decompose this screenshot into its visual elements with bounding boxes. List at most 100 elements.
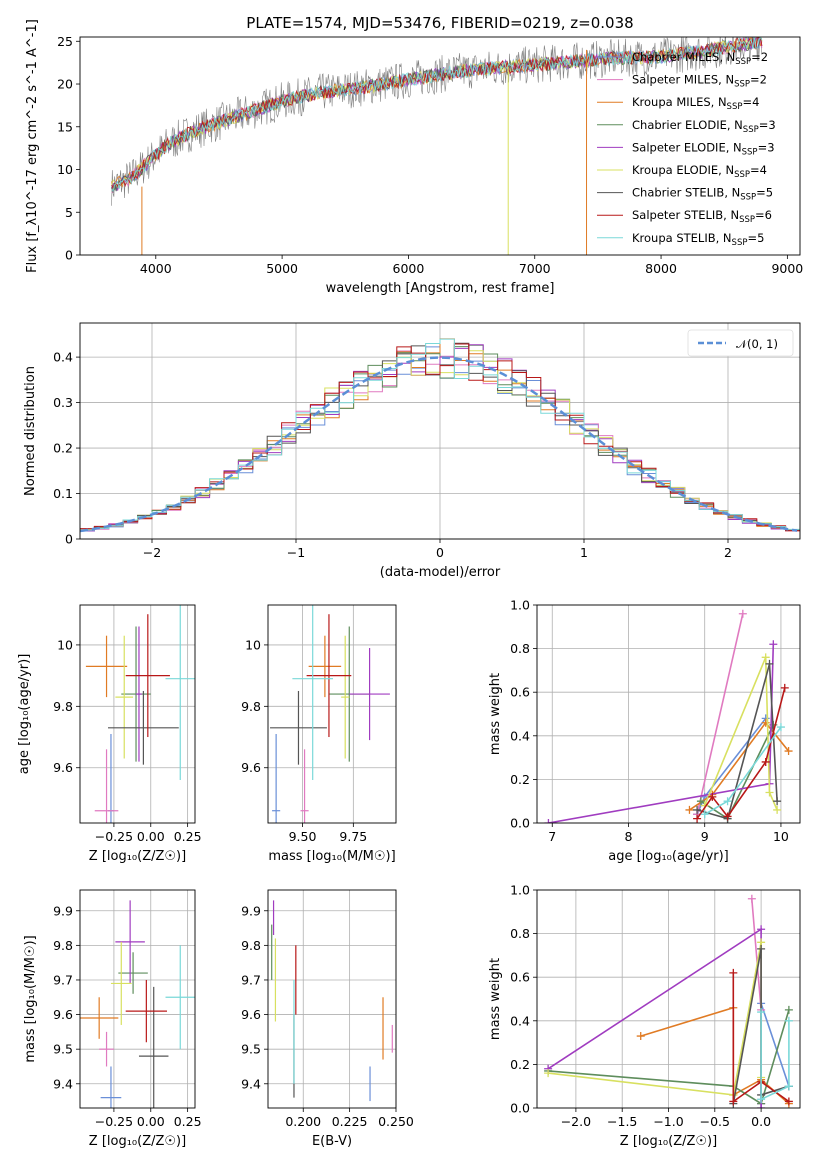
y-tick-label: 0.4 xyxy=(510,1013,530,1028)
axes-mass-vs-Z: −0.25 0.00 0.25 9.4 9.5 9.6 9.7 9.8 9.9 Z [log₁₀(… xyxy=(23,889,202,1149)
weight-marker xyxy=(765,788,774,797)
weight-marker xyxy=(784,747,793,756)
legend-entry: Chabrier STELIB, NSSP=5 xyxy=(632,186,773,203)
y-tick-label: 5 xyxy=(65,205,73,220)
y-axis-label: mass weight xyxy=(488,958,503,1040)
weight-marker xyxy=(761,653,770,662)
x-tick-label: 9000 xyxy=(771,261,803,276)
y-tick-label: 0.0 xyxy=(510,1101,530,1116)
weight-marker xyxy=(544,1069,553,1078)
weight-marker xyxy=(761,718,770,727)
x-axis-label: mass [log₁₀(M/M☉)] xyxy=(268,849,395,864)
x-axis-label: Z [log₁₀(Z/Z☉)] xyxy=(89,1134,186,1149)
weight-marker xyxy=(780,683,789,692)
y-tick-label: 25 xyxy=(57,34,73,49)
x-axis-label: Z [log₁₀(Z/Z☉)] xyxy=(89,849,186,864)
x-tick-label: 0.0 xyxy=(751,1114,771,1129)
axes-frame xyxy=(267,889,397,1109)
weight-marker xyxy=(757,925,766,934)
axes-massweight-vs-age: 7 8 9 10 0.0 0.2 0.4 0.6 0.8 1.0 age [log₁₀(age/yr… xyxy=(488,598,801,864)
weight-marker xyxy=(757,1008,766,1017)
axes-mass-vs-EBV: 0.200 0.225 0.250 9.4 9.5 9.6 9.7 9.8 9.9 E(B-V) xyxy=(241,889,414,1149)
model-spectrum-7 xyxy=(111,37,763,189)
x-tick-label: 0.00 xyxy=(137,1114,165,1129)
y-tick-label: 0.2 xyxy=(510,772,530,787)
errorbar-point xyxy=(110,941,132,1025)
plot-area xyxy=(271,900,393,1102)
y-tick-label: 9.6 xyxy=(53,1007,73,1022)
errorbar-point xyxy=(300,749,309,823)
weight-line-7 xyxy=(732,972,790,1104)
axes-frame xyxy=(536,604,801,824)
y-tick-label: 9.9 xyxy=(53,903,73,918)
y-tick-label: 9.8 xyxy=(53,699,73,714)
weight-marker xyxy=(693,805,702,814)
y-tick-label: 0.0 xyxy=(510,816,530,831)
x-axis-label: wavelength [Angstrom, rest frame] xyxy=(326,281,555,296)
x-axis-label: Z [log₁₀(Z/Z☉)] xyxy=(620,1134,717,1149)
errorbar-point xyxy=(292,605,334,781)
weight-line-1 xyxy=(696,613,744,815)
weight-marker xyxy=(708,792,717,801)
weight-marker xyxy=(693,814,702,823)
observed-spectrum xyxy=(111,37,763,206)
legend-entry: Chabrier MILES, NSSP=2 xyxy=(632,50,768,67)
errorbar-point xyxy=(138,986,169,1108)
x-tick-label: 0.00 xyxy=(137,829,165,844)
y-axis-label: age [log₁₀(age/yr)] xyxy=(17,654,32,775)
weight-line-4 xyxy=(547,927,762,1108)
errorbar-point xyxy=(270,690,327,765)
weight-marker xyxy=(685,805,694,814)
histogram-7 xyxy=(80,343,800,531)
errorbar-point xyxy=(99,1031,114,1067)
plot-area xyxy=(80,900,195,1108)
x-axis-label: E(B-V) xyxy=(312,1134,352,1149)
legend-entry: Salpeter STELIB, NSSP=6 xyxy=(632,208,772,225)
y-tick-label: 9.7 xyxy=(241,972,261,987)
plot-area xyxy=(85,605,195,823)
weight-marker xyxy=(776,723,785,732)
errorbar-point xyxy=(136,626,142,762)
x-tick-label: −0.25 xyxy=(95,829,133,844)
y-tick-label: 0.1 xyxy=(53,486,73,501)
errorbar-point xyxy=(349,647,390,741)
x-tick-label: −2.0 xyxy=(561,1114,591,1129)
y-axis-label: Normed distribution xyxy=(23,366,38,496)
errorbar-point xyxy=(85,635,128,698)
legend-entry: Kroupa ELODIE, NSSP=4 xyxy=(632,163,767,180)
legend: Chabrier MILES, NSSP=2 Salpeter MILES, NS… xyxy=(597,50,776,248)
legend-entry: 𝒩(0, 1) xyxy=(736,337,778,351)
axes-spectrum: 4000 5000 6000 7000 8000 9000 0 5 10 15 20 25 wavele… xyxy=(25,19,803,296)
weight-marker xyxy=(784,1097,793,1106)
y-axis-label: mass [log₁₀(M/M☉)] xyxy=(23,935,38,1062)
axes-massweight-vs-Z: −2.0 −1.5 −1.0 −0.5 0.0 0.0 0.2 0.4 0.6 0.8 1.0 Z [… xyxy=(488,883,801,1149)
legend-entry: Salpeter ELODIE, NSSP=3 xyxy=(632,140,775,157)
y-tick-label: 1.0 xyxy=(510,598,530,613)
x-tick-label: −2 xyxy=(143,545,161,560)
x-tick-label: 10 xyxy=(773,829,789,844)
errorbar-point xyxy=(108,690,179,765)
y-tick-label: 0.8 xyxy=(510,926,530,941)
y-tick-label: 0.4 xyxy=(510,728,530,743)
y-tick-label: 9.5 xyxy=(241,1042,261,1057)
weight-marker xyxy=(757,944,766,953)
x-tick-label: 0.200 xyxy=(285,1114,321,1129)
y-tick-label: 10 xyxy=(57,162,73,177)
errorbar-point xyxy=(80,997,119,1039)
axes-frame xyxy=(267,604,397,824)
y-tick-label: 9.4 xyxy=(53,1076,73,1091)
y-tick-label: 0.6 xyxy=(510,970,530,985)
x-tick-label: 0.225 xyxy=(332,1114,368,1129)
x-tick-label: 1 xyxy=(580,545,588,560)
axes-age-vs-mass: 9.50 9.75 9.6 9.8 10 mass [log₁₀(M/M☉)] xyxy=(241,604,397,864)
errorbar-point xyxy=(272,733,281,823)
weight-marker xyxy=(700,810,709,819)
y-tick-label: 10 xyxy=(57,637,73,652)
weight-marker xyxy=(747,894,756,903)
weight-marker xyxy=(769,640,778,649)
legend-entry: Kroupa STELIB, NSSP=5 xyxy=(632,231,764,248)
x-tick-label: 0.250 xyxy=(378,1114,414,1129)
weight-marker xyxy=(765,659,774,668)
x-tick-label: 6000 xyxy=(393,261,425,276)
y-tick-label: 1.0 xyxy=(510,883,530,898)
